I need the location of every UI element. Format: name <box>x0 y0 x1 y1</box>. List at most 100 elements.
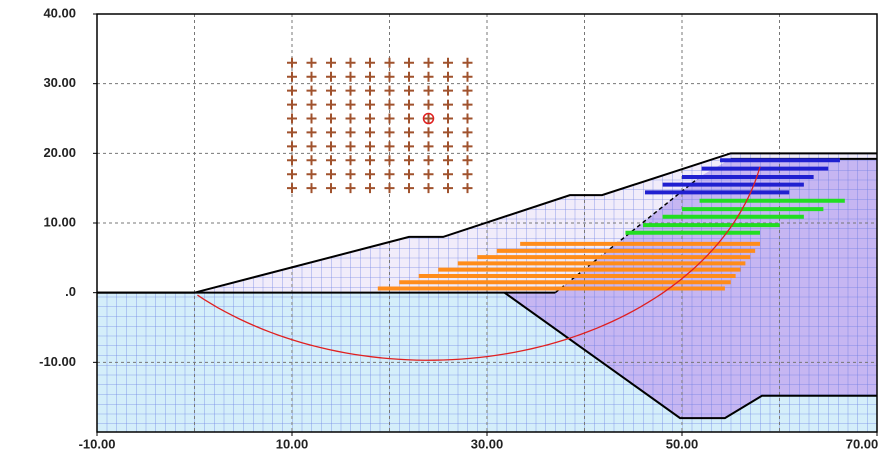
search-center <box>404 183 414 194</box>
search-center <box>306 127 317 138</box>
x-tick-label: 10.00 <box>276 436 309 451</box>
search-center <box>443 71 453 82</box>
search-center <box>287 141 297 152</box>
search-center <box>443 141 453 152</box>
slip-circle <box>197 166 761 361</box>
search-center <box>404 85 414 96</box>
weak-boundary <box>503 291 877 420</box>
search-center <box>365 141 375 152</box>
search-center <box>345 183 356 194</box>
search-center <box>326 155 336 166</box>
search-center <box>462 141 473 152</box>
search-center <box>306 71 317 82</box>
search-center <box>423 99 434 110</box>
search-center <box>443 85 453 96</box>
search-center <box>404 169 414 180</box>
search-center <box>365 113 375 124</box>
search-center <box>345 85 356 96</box>
search-center <box>423 183 434 194</box>
search-center <box>404 127 414 138</box>
y-tick-label: -10.00 <box>39 354 76 369</box>
search-center <box>287 169 297 180</box>
search-center <box>365 169 375 180</box>
search-center <box>404 155 414 166</box>
search-center <box>404 113 414 124</box>
y-tick-label: 20.00 <box>43 145 76 160</box>
search-center <box>404 71 414 82</box>
search-center <box>365 155 375 166</box>
x-tick-label: 70.00 <box>846 436 879 451</box>
search-center <box>326 71 336 82</box>
search-center <box>423 57 434 68</box>
search-center <box>384 183 395 194</box>
x-tick-label: -10.00 <box>79 436 116 451</box>
search-center <box>384 99 395 110</box>
search-center <box>443 127 453 138</box>
search-center <box>306 85 317 96</box>
ground-surface <box>97 152 877 294</box>
search-center <box>384 169 395 180</box>
search-center <box>443 183 453 194</box>
search-center <box>384 113 395 124</box>
search-center <box>423 169 434 180</box>
search-center <box>287 127 297 138</box>
search-center <box>423 127 434 138</box>
y-tick-label: 30.00 <box>43 75 76 90</box>
search-center <box>443 169 453 180</box>
search-center <box>423 85 434 96</box>
search-center <box>384 57 395 68</box>
search-center <box>326 141 336 152</box>
search-center <box>443 57 453 68</box>
search-center <box>345 155 356 166</box>
search-center <box>306 113 317 124</box>
search-center <box>345 71 356 82</box>
search-center <box>462 169 473 180</box>
search-center <box>404 57 414 68</box>
search-center <box>326 85 336 96</box>
y-tick-label: 10.00 <box>43 214 76 229</box>
search-center <box>365 85 375 96</box>
critical-center <box>422 112 435 125</box>
search-center <box>326 57 336 68</box>
search-center <box>345 169 356 180</box>
search-center <box>306 169 317 180</box>
search-center <box>384 71 395 82</box>
search-center <box>443 113 453 124</box>
search-center <box>462 113 473 124</box>
x-tick-label: 30.00 <box>471 436 504 451</box>
search-center <box>443 99 453 110</box>
search-center <box>443 155 453 166</box>
y-tick-label: .0 <box>65 284 76 299</box>
search-center <box>287 71 297 82</box>
search-center <box>326 169 336 180</box>
search-center <box>306 99 317 110</box>
search-center <box>287 99 297 110</box>
search-center <box>306 155 317 166</box>
y-tick-label: 40.00 <box>43 5 76 20</box>
search-center <box>326 113 336 124</box>
search-center <box>365 127 375 138</box>
x-tick-label: 50.00 <box>666 436 699 451</box>
search-center <box>326 127 336 138</box>
search-center <box>287 113 297 124</box>
search-center <box>462 155 473 166</box>
search-center <box>287 183 297 194</box>
search-center <box>306 57 317 68</box>
search-center <box>423 155 434 166</box>
search-center <box>384 127 395 138</box>
search-center <box>462 127 473 138</box>
search-center <box>462 183 473 194</box>
search-center <box>345 113 356 124</box>
search-center <box>462 85 473 96</box>
search-center <box>287 85 297 96</box>
search-center <box>404 141 414 152</box>
search-center <box>365 99 375 110</box>
search-center <box>462 57 473 68</box>
search-center <box>423 113 434 124</box>
search-center <box>326 183 336 194</box>
search-center <box>345 141 356 152</box>
search-center <box>365 71 375 82</box>
search-center <box>423 141 434 152</box>
search-center <box>287 57 297 68</box>
